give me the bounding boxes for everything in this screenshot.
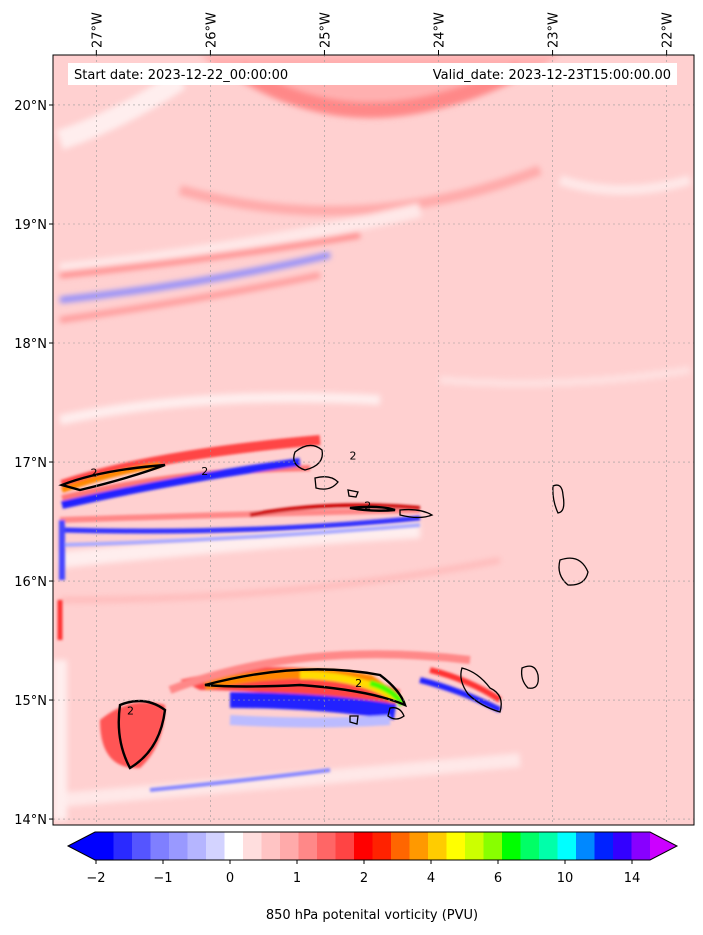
colorbar-outline — [66, 831, 679, 861]
colorbar-tick-label: 2 — [360, 871, 368, 886]
colorbar-swatch — [594, 832, 614, 860]
x-tick-label: 22°W — [661, 12, 676, 48]
colorbar-swatch — [187, 832, 207, 860]
colorbar-extend-low — [68, 832, 95, 860]
pv-contours — [58, 463, 407, 770]
colorbar-swatch — [335, 832, 355, 860]
header-valid-date: Valid_date: 2023-12-23T15:00:00.00 — [433, 68, 671, 83]
pv-field: 2 2 2 2 2 2 — [53, 55, 694, 825]
gridlines — [53, 55, 694, 825]
y-tick-label: 15°N — [14, 694, 47, 709]
colorbar-swatch — [391, 832, 410, 860]
x-tick-label: 27°W — [90, 12, 105, 48]
x-tick-label: 25°W — [318, 12, 333, 48]
y-tick-label: 20°N — [14, 99, 47, 114]
colorbar-swatch — [317, 832, 336, 860]
colorbar-swatch — [502, 832, 521, 860]
colorbar-tick-label: 10 — [557, 871, 574, 886]
colorbar-swatch — [354, 832, 373, 860]
header-start-date: Start date: 2023-12-22_00:00:00 — [74, 68, 288, 83]
colorbar-swatch — [428, 832, 447, 860]
colorbar-swatch — [280, 832, 299, 860]
x-tick-label: 23°W — [547, 12, 562, 48]
colorbar-swatch — [557, 832, 577, 860]
colorbar-swatch — [243, 832, 262, 860]
colorbar-tick-label: 14 — [624, 871, 641, 886]
colorbar-swatch — [409, 832, 429, 860]
colorbar-swatch — [520, 832, 540, 860]
map-frame — [52, 54, 695, 826]
colorbar-swatch — [446, 832, 466, 860]
y-axis-ticks: 14°N 15°N 16°N 17°N 18°N 19°N 20°N — [14, 99, 53, 828]
colorbar-swatch — [224, 832, 244, 860]
x-tick-label: 26°W — [204, 12, 219, 48]
colorbar-tick-label: 4 — [427, 871, 435, 886]
colorbar-swatch — [539, 832, 558, 860]
colorbar-swatch — [113, 832, 133, 860]
x-tick-label: 24°W — [433, 12, 448, 48]
contour-label: 2 — [349, 450, 356, 463]
colorbar-swatch — [95, 832, 114, 860]
y-tick-label: 19°N — [14, 218, 47, 233]
colorbar-tick-label: 6 — [494, 871, 502, 886]
colorbar-label: 850 hPa potenital vorticity (PVU) — [266, 908, 478, 923]
colorbar-tick-label: −1 — [153, 871, 172, 886]
x-axis-ticks: 27°W 26°W 25°W 24°W 23°W 22°W — [90, 12, 676, 55]
colorbar-swatch — [613, 832, 632, 860]
y-tick-label: 14°N — [14, 813, 47, 828]
colorbar-tick-label: −2 — [86, 871, 105, 886]
colorbar-swatch — [372, 832, 392, 860]
colorbar-swatch — [206, 832, 225, 860]
y-tick-label: 18°N — [14, 337, 47, 352]
y-tick-label: 16°N — [14, 575, 47, 590]
contour-label: 2 — [355, 677, 362, 690]
colorbar-swatch — [576, 832, 595, 860]
colorbar-swatch — [132, 832, 151, 860]
contour-label: 2 — [364, 500, 371, 513]
contour-label: 2 — [201, 465, 208, 478]
contour-label: 2 — [91, 466, 98, 479]
coastlines — [293, 444, 589, 725]
colorbar-tick-label: 1 — [293, 871, 301, 886]
colorbar-swatch — [465, 832, 484, 860]
y-tick-label: 17°N — [14, 456, 47, 471]
colorbar-swatch — [483, 832, 503, 860]
colorbar: −2 −1 0 1 2 4 6 10 14 — [66, 831, 679, 886]
colorbar-swatch — [169, 832, 188, 860]
colorbar-swatch — [631, 832, 651, 860]
colorbar-tick-label: 0 — [226, 871, 234, 886]
colorbar-swatch — [261, 832, 281, 860]
colorbar-swatch — [298, 832, 318, 860]
colorbar-extend-high — [650, 832, 677, 860]
contour-label: 2 — [127, 704, 134, 717]
header-box — [68, 63, 677, 85]
colorbar-swatch — [150, 832, 170, 860]
